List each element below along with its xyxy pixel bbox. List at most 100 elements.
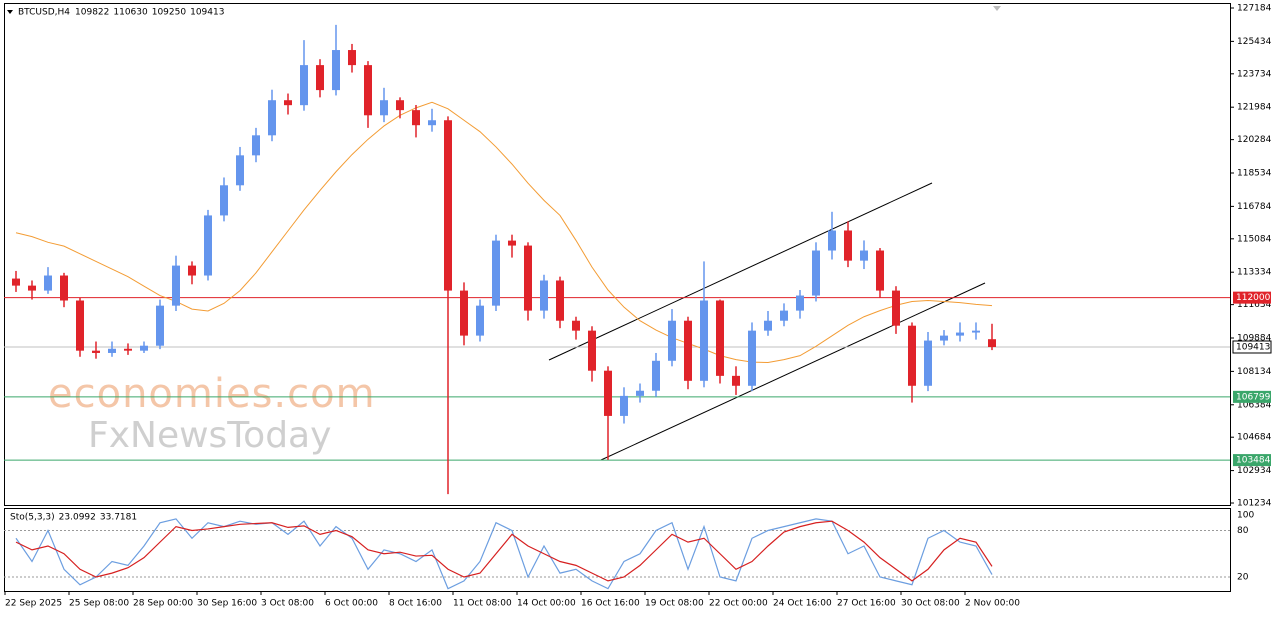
candle-body [892, 290, 900, 326]
candle-body [76, 300, 84, 351]
candle-body [508, 240, 516, 246]
level-label: 103484 [1236, 456, 1271, 466]
header: BTCUSD,H4 109822 110630 109250 109413 [18, 8, 224, 18]
indicator-value: 33.7181 [100, 513, 137, 523]
candle-body [828, 230, 836, 251]
candle-body [652, 360, 660, 391]
candle-body [556, 280, 564, 321]
candle-body [988, 339, 996, 347]
candle-body [972, 330, 980, 333]
candle-body [524, 245, 532, 311]
candle-body [604, 370, 612, 416]
x-tick-label: 25 Sep 08:00 [69, 599, 129, 609]
y-tick-label: 118534 [1237, 169, 1272, 179]
y-tick-label: 121984 [1237, 103, 1272, 113]
watermark: FxNewsToday [88, 415, 331, 456]
x-tick-label: 30 Oct 08:00 [901, 599, 960, 609]
candle-body [924, 340, 932, 386]
candle-body [364, 65, 372, 116]
level-label: 112000 [1236, 293, 1271, 303]
ohlc-value: 109822 [75, 8, 109, 18]
candle-body [684, 320, 692, 381]
x-tick-label: 28 Sep 00:00 [133, 599, 193, 609]
candle-body [236, 155, 244, 186]
candle-body [668, 320, 676, 361]
candle-body [108, 348, 116, 353]
candle-body [172, 265, 180, 306]
level-label-bg [1233, 390, 1271, 403]
candle-body [812, 250, 820, 296]
candle-body [124, 348, 132, 351]
candle-body [908, 325, 916, 386]
x-tick-label: 6 Oct 00:00 [325, 599, 378, 609]
x-tick-label: 27 Oct 16:00 [837, 599, 896, 609]
candle-body [748, 330, 756, 386]
y-tick-label: 108134 [1237, 367, 1272, 377]
ohlc-value: 109413 [190, 8, 224, 18]
candle-body [284, 100, 292, 106]
level-label-bg [1233, 454, 1271, 467]
y-tick-label: 120284 [1237, 135, 1272, 145]
y-tick-label: 109884 [1237, 334, 1272, 344]
x-tick-label: 2 Nov 00:00 [965, 599, 1020, 609]
x-tick-label: 8 Oct 16:00 [389, 599, 442, 609]
candle-body [428, 120, 436, 126]
candle-body [492, 240, 500, 306]
candle-body [44, 275, 52, 291]
x-tick-label: 16 Oct 16:00 [581, 599, 640, 609]
level-label-bg [1233, 291, 1271, 304]
main-panel [4, 3, 1231, 506]
candle-body [220, 185, 228, 216]
candle-body [28, 285, 36, 291]
candle-body [396, 100, 404, 111]
x-tick-label: 3 Oct 08:00 [261, 599, 314, 609]
ohlc-value: 110630 [113, 8, 148, 18]
x-tick-label: 22 Sep 2025 [5, 599, 62, 609]
y-tick-label: 20 [1237, 573, 1249, 583]
candle-body [348, 50, 356, 66]
candle-body [844, 230, 852, 261]
sub-panel [4, 508, 1231, 592]
indicator-value: 23.0992 [59, 513, 96, 523]
price-label-bg [1232, 340, 1272, 354]
candle-body [268, 100, 276, 136]
x-tick-label: 22 Oct 00:00 [709, 599, 768, 609]
x-tick-label: 19 Oct 08:00 [645, 599, 704, 609]
candle-body [412, 110, 420, 126]
level-label: 106799 [1236, 392, 1271, 402]
channel-line [600, 282, 986, 461]
symbol: BTCUSD,H4 [18, 8, 70, 18]
candle-body [572, 320, 580, 331]
candle-body [12, 278, 20, 286]
candle-body [252, 135, 260, 156]
y-tick-label: 123734 [1237, 69, 1272, 79]
x-tick-label: 24 Oct 16:00 [773, 599, 832, 609]
candle-body [780, 310, 788, 321]
watermark: economies.com [48, 371, 376, 417]
candle-body [588, 330, 596, 371]
candle-body [460, 290, 468, 336]
stochastic-line [15, 518, 993, 590]
y-tick-label: 80 [1237, 526, 1249, 536]
ohlc-value: 109250 [152, 8, 187, 18]
candle-body [620, 395, 628, 416]
candle-body [300, 65, 308, 106]
candle-body [716, 300, 724, 376]
candle-body [204, 215, 212, 276]
candle-body [380, 100, 388, 116]
candle-body [796, 295, 804, 311]
x-tick-label: 14 Oct 00:00 [517, 599, 576, 609]
candle-body [188, 265, 196, 276]
candle-body [876, 250, 884, 291]
candle-body [956, 332, 964, 336]
y-tick-label: 102934 [1237, 466, 1272, 476]
stochastic-line [15, 520, 993, 582]
channel-line [548, 182, 933, 361]
y-tick-label: 113334 [1237, 268, 1272, 278]
candle-body [140, 345, 148, 351]
candle-body [700, 300, 708, 381]
candle-body [316, 65, 324, 91]
y-tick-label: 116784 [1237, 202, 1272, 212]
x-tick-label: 11 Oct 08:00 [453, 599, 512, 609]
